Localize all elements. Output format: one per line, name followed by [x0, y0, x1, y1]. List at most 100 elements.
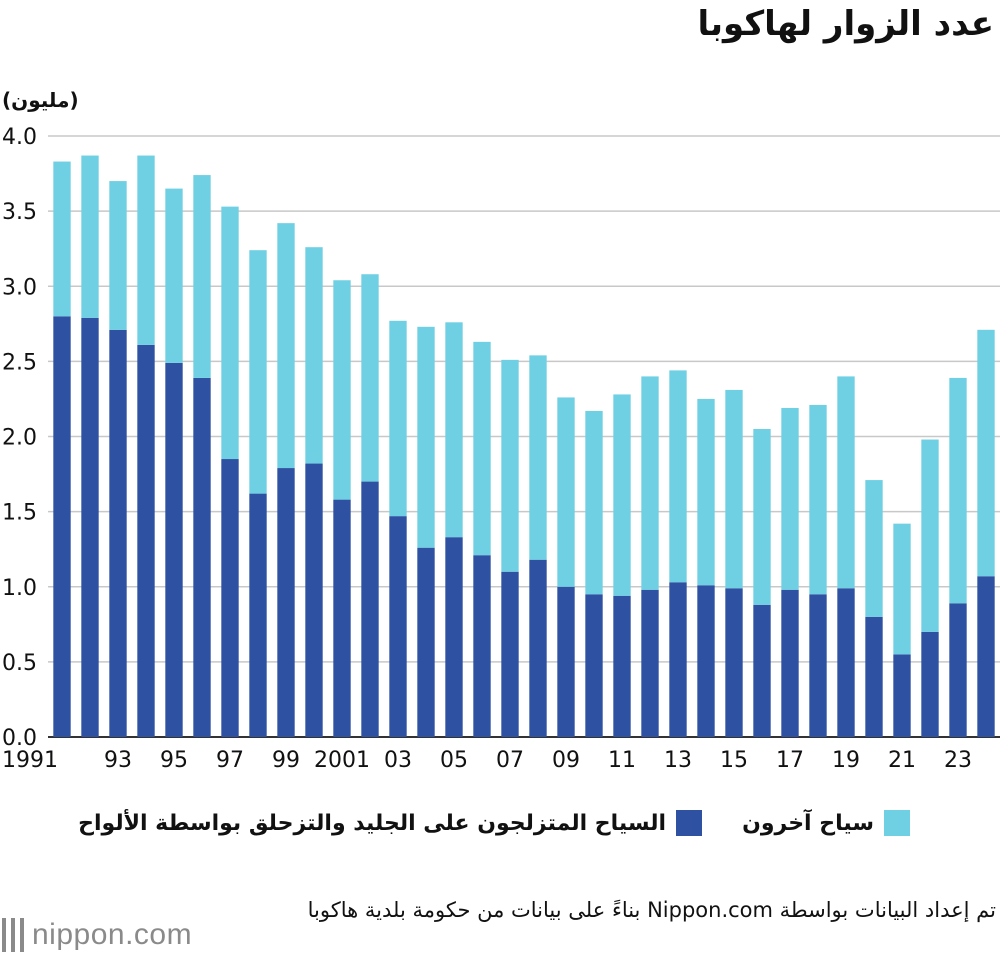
y-tick-label: 1.0	[2, 576, 37, 601]
x-tick-label: 03	[384, 748, 412, 770]
bar-others	[221, 206, 239, 460]
bar-skiers	[249, 493, 267, 737]
bar-others	[977, 329, 995, 577]
bar-skiers	[557, 586, 575, 737]
bar-others	[417, 326, 435, 548]
bar-others	[921, 439, 939, 632]
x-tick-label: 15	[720, 748, 748, 770]
bar-others	[333, 280, 351, 500]
bar-skiers	[641, 589, 659, 737]
legend-swatch-others	[884, 810, 910, 836]
x-tick-label: 1991	[2, 748, 58, 770]
x-tick-label: 19	[832, 748, 860, 770]
bar-others	[81, 155, 99, 318]
bar-skiers	[417, 547, 435, 737]
bar-skiers	[669, 582, 687, 737]
bar-others	[893, 523, 911, 655]
x-tick-label: 11	[608, 748, 636, 770]
bar-others	[109, 181, 127, 330]
x-tick-label: 21	[888, 748, 916, 770]
nippon-logo: nippon.com	[2, 918, 192, 952]
y-tick-label: 2.0	[2, 426, 37, 451]
bar-others	[53, 161, 71, 317]
bar-skiers	[137, 344, 155, 737]
nippon-logo-icon	[2, 918, 24, 952]
nippon-logo-text: nippon.com	[32, 918, 193, 951]
y-tick-label: 0.5	[2, 651, 37, 676]
bar-skiers	[109, 329, 127, 737]
bar-skiers	[165, 362, 183, 737]
x-tick-label: 95	[160, 748, 188, 770]
bar-skiers	[193, 377, 211, 737]
x-tick-label: 99	[272, 748, 300, 770]
bar-skiers	[305, 463, 323, 737]
bar-others	[725, 389, 743, 589]
chart-title: عدد الزوار لهاكوبا	[697, 4, 994, 44]
bar-others	[361, 274, 379, 482]
bar-skiers	[977, 576, 995, 737]
bar-skiers	[613, 595, 631, 737]
bar-others	[837, 376, 855, 589]
x-tick-label: 07	[496, 748, 524, 770]
bar-others	[781, 407, 799, 590]
bar-skiers	[501, 571, 519, 737]
bar-skiers	[221, 459, 239, 737]
x-tick-label: 13	[664, 748, 692, 770]
x-tick-label: 17	[776, 748, 804, 770]
bar-skiers	[781, 589, 799, 737]
bar-skiers	[921, 631, 939, 737]
bar-others	[697, 398, 715, 586]
legend-item-skiers: السياح المتزلجون على الجليد والتزحلق بوا…	[78, 810, 703, 836]
y-tick-label: 4.0	[2, 125, 37, 150]
bar-others	[753, 428, 771, 605]
bar-skiers	[725, 588, 743, 737]
bar-others	[193, 175, 211, 378]
y-tick-label: 3.5	[2, 200, 37, 225]
bar-skiers	[333, 499, 351, 737]
bar-others	[529, 355, 547, 560]
bar-skiers	[585, 594, 603, 737]
bar-skiers	[473, 555, 491, 737]
bar-skiers	[893, 654, 911, 737]
bar-skiers	[837, 588, 855, 737]
bar-skiers	[81, 317, 99, 737]
bar-others	[445, 322, 463, 538]
stacked-bar-chart: 0.0 0.5 1.0 1.5 2.0 2.5 3.0 3.5 4.0 1991 93 95 97 99 2…	[2, 125, 1000, 770]
source-note: تم إعداد البيانات بواسطة Nippon.com بناء…	[307, 898, 996, 922]
bar-others	[613, 394, 631, 596]
bar-skiers	[277, 468, 295, 737]
bar-others	[473, 341, 491, 556]
bar-skiers	[865, 616, 883, 737]
bar-others	[809, 404, 827, 595]
bar-others	[865, 480, 883, 617]
x-tick-label: 23	[944, 748, 972, 770]
bar-skiers	[809, 594, 827, 737]
x-tick-label: 2001	[314, 748, 370, 770]
bar-skiers	[53, 316, 71, 737]
y-tick-label: 2.5	[2, 350, 37, 375]
bar-others	[949, 377, 967, 604]
bar-skiers	[697, 585, 715, 737]
legend-label-skiers: السياح المتزلجون على الجليد والتزحلق بوا…	[78, 810, 667, 836]
bar-others	[137, 155, 155, 345]
y-tick-label: 3.0	[2, 275, 37, 300]
legend-label-others: سياح آخرون	[742, 810, 874, 836]
bar-others	[277, 223, 295, 469]
bar-others	[389, 320, 407, 517]
x-tick-label: 09	[552, 748, 580, 770]
bar-others	[585, 410, 603, 595]
bar-skiers	[753, 604, 771, 737]
y-axis-unit-label: (مليون)	[2, 88, 79, 112]
bar-skiers	[529, 559, 547, 737]
x-tick-label: 05	[440, 748, 468, 770]
x-tick-label: 97	[216, 748, 244, 770]
legend: السياح المتزلجون على الجليد والتزحلق بوا…	[78, 810, 910, 836]
bar-others	[557, 397, 575, 587]
y-tick-label: 0.0	[2, 726, 37, 751]
bar-others	[641, 376, 659, 590]
y-tick-label: 1.5	[2, 501, 37, 526]
bar-others	[669, 370, 687, 583]
bar-skiers	[949, 603, 967, 737]
bar-skiers	[361, 481, 379, 737]
bar-others	[249, 250, 267, 494]
